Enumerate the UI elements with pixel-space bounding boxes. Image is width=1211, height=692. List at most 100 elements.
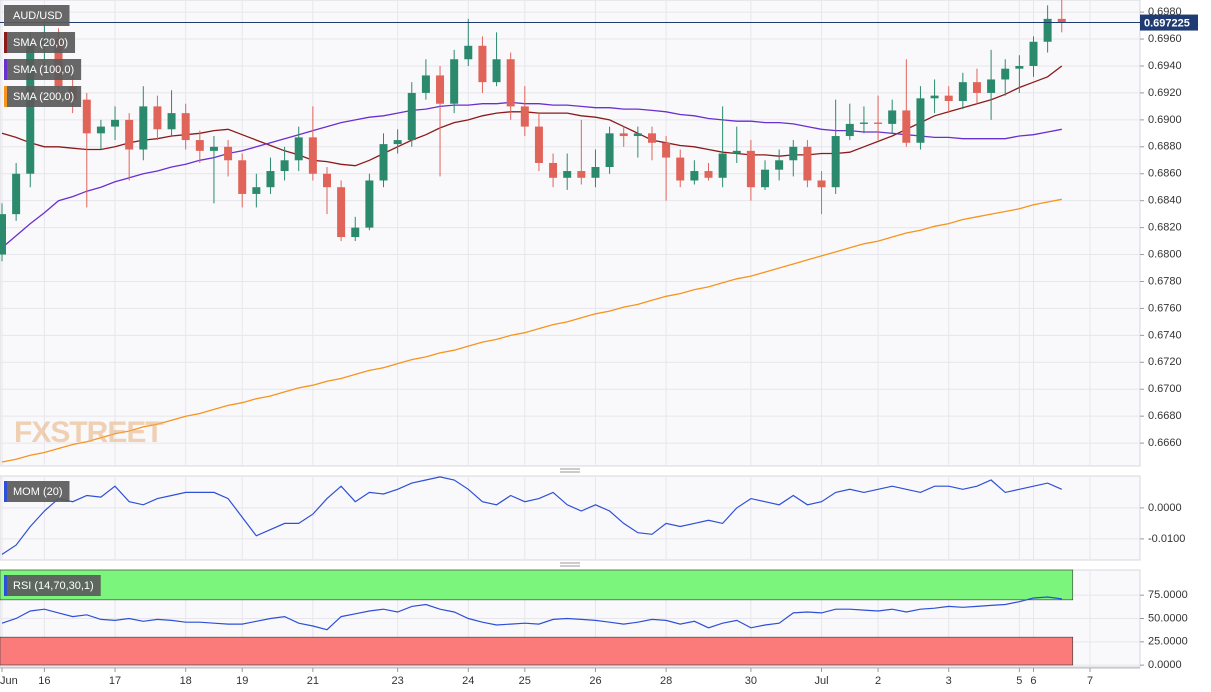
candle-body: [209, 146, 218, 151]
x-tick-label: 2: [875, 675, 881, 687]
candle-body: [379, 144, 388, 181]
candle-body: [450, 59, 459, 104]
candle-body: [1029, 41, 1038, 66]
legend-item: RSI (14,70,30,1): [4, 575, 101, 596]
legend-swatch: [4, 59, 7, 80]
x-tick-label: 21: [307, 675, 319, 687]
y-tick-label: 0.6920: [1148, 87, 1182, 99]
candle-body: [633, 133, 642, 137]
x-tick-label: 24: [462, 675, 474, 687]
candle-body: [761, 169, 770, 188]
legend-label: MOM (20): [13, 486, 63, 498]
y-tick-label: 0.6900: [1148, 114, 1182, 126]
x-tick-label: Jun: [0, 675, 18, 687]
y-tick-label: 0.6760: [1148, 302, 1182, 314]
legend-swatch: [4, 86, 7, 107]
candle-body: [591, 167, 600, 178]
candle-body: [930, 95, 939, 99]
legend-swatch: [4, 481, 7, 502]
candle-body: [817, 180, 826, 188]
candle-body: [365, 180, 374, 228]
candle-body: [252, 187, 261, 194]
candle-body: [436, 75, 445, 104]
candle-body: [308, 137, 317, 174]
legend-item: MOM (20): [4, 481, 70, 502]
candle-body: [12, 173, 21, 215]
candle-body: [859, 122, 868, 124]
legend-box: [4, 575, 101, 596]
candle-body: [775, 160, 784, 170]
x-tick-label: 25: [519, 675, 531, 687]
candle-body: [506, 59, 515, 107]
last-price-label: 0.697225: [1144, 17, 1190, 29]
y-tick-label: 0.0000: [1148, 502, 1182, 514]
candle-body: [111, 119, 120, 127]
candle-body: [563, 171, 572, 178]
candle-body: [393, 140, 402, 145]
candle-body: [958, 82, 967, 102]
candle-body: [167, 113, 176, 130]
x-tick-label: 23: [392, 675, 404, 687]
legend-item: SMA (200,0): [4, 86, 82, 107]
x-tick-label: 19: [236, 675, 248, 687]
y-tick-label: 0.6660: [1148, 437, 1182, 449]
x-tick-label: 18: [180, 675, 192, 687]
candle-body: [294, 137, 303, 161]
legend-box: [4, 481, 70, 502]
candle-body: [266, 171, 275, 188]
y-tick-label: 25.0000: [1148, 636, 1188, 648]
panel: [0, 0, 1141, 467]
sma-line: [1, 65, 1063, 167]
x-tick-label: 30: [745, 675, 757, 687]
candle-body: [534, 126, 543, 163]
candle-body: [789, 146, 798, 161]
y-tick-label: 0.6820: [1148, 222, 1182, 234]
y-tick-label: 0.6740: [1148, 329, 1182, 341]
candle-body: [605, 133, 614, 168]
candle-body: [987, 79, 996, 93]
y-tick-label: 0.0000: [1148, 659, 1182, 671]
candle-body: [351, 227, 360, 238]
y-tick-label: 0.6960: [1148, 33, 1182, 45]
y-tick-label: 0.6940: [1148, 60, 1182, 72]
candle-body: [676, 157, 685, 181]
x-tick-label: 7: [1087, 675, 1093, 687]
indicator-line: [1, 476, 1063, 555]
candle-body: [718, 153, 727, 178]
x-tick-label: Jul: [815, 675, 829, 687]
candle-body: [1043, 18, 1052, 42]
y-tick-label: 75.0000: [1148, 589, 1188, 601]
y-tick-label: 0.6780: [1148, 275, 1182, 287]
candle-body: [916, 98, 925, 143]
candle-body: [153, 106, 162, 130]
y-tick-label: -0.0100: [1148, 533, 1185, 545]
candle-body: [238, 160, 247, 194]
y-tick-label: 0.6860: [1148, 168, 1182, 180]
x-tick-label: 26: [589, 675, 601, 687]
candle-body: [803, 146, 812, 181]
candle-body: [280, 160, 289, 172]
candle-body: [82, 99, 91, 134]
candle-body: [619, 133, 628, 137]
y-tick-label: 0.6720: [1148, 356, 1182, 368]
candle-body: [549, 162, 558, 178]
candle-body: [1015, 65, 1024, 69]
candle-body: [704, 171, 713, 178]
candle-body: [1001, 68, 1010, 80]
x-tick-label: 5: [1016, 675, 1022, 687]
legend-swatch: [4, 32, 7, 53]
candle-body: [407, 92, 416, 141]
candle-body: [1057, 18, 1066, 23]
candle-body: [577, 171, 586, 178]
candle-body: [26, 45, 35, 174]
candle-body: [125, 119, 134, 150]
candle-body: [337, 187, 346, 238]
legend-label: SMA (100,0): [13, 64, 74, 76]
legend-label: RSI (14,70,30,1): [13, 580, 94, 592]
candle-body: [139, 106, 148, 150]
legend-box: [4, 5, 70, 26]
legend-item: SMA (20,0): [4, 32, 76, 53]
candle-body: [96, 126, 105, 134]
candle-body: [224, 146, 233, 161]
